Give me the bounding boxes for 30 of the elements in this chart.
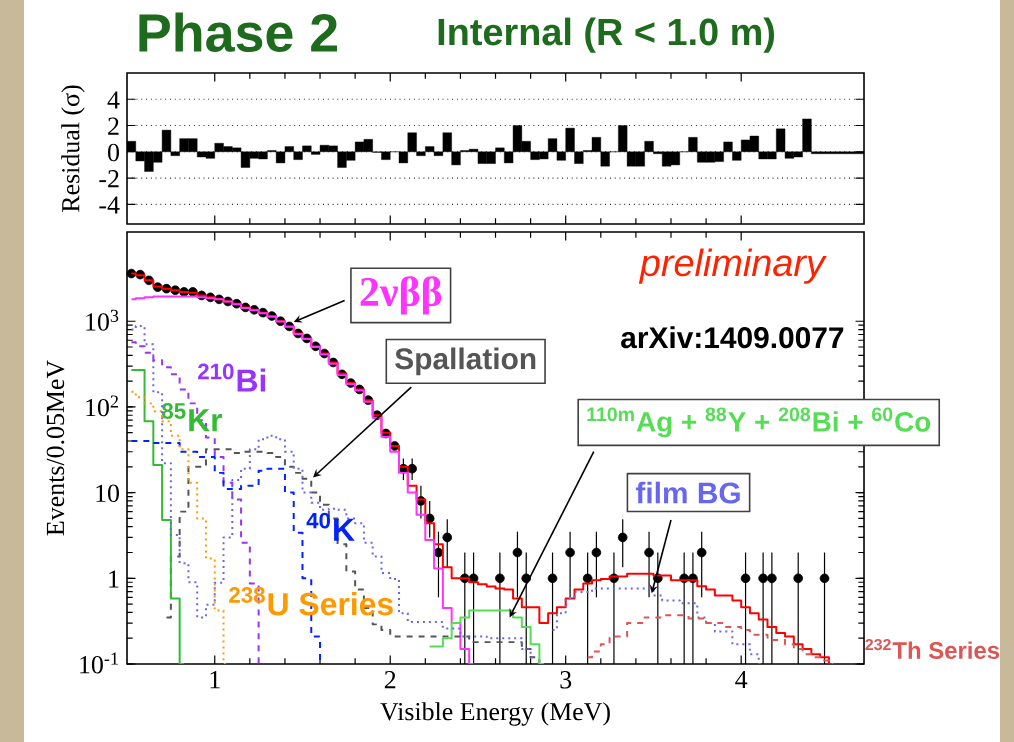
y-tick-label: 10 (96, 484, 119, 503)
y-axis-title: Events/0.05MeV (46, 360, 65, 536)
series-label: $^{40}$K (306, 512, 355, 541)
text: $^{110m}$Ag + $^{88}$Y + $^{208}$Bi + $^{60}$Co (587, 407, 931, 438)
text: film BG (635, 481, 740, 504)
text: Spallation (395, 347, 536, 376)
x-tick-label: 2 (384, 671, 396, 689)
y-tick-label: 1 (109, 570, 119, 588)
y-tick-label: 10$^{2}$ (86, 395, 118, 417)
series-label: $^{232}$Th Series (865, 638, 1000, 659)
y-axis-title: Residual (σ) (61, 85, 85, 212)
y-tick-label: 10$^{-1}$ (80, 652, 118, 674)
annotation: arXiv:1409.0077 (621, 326, 844, 349)
chart-title: Phase 2 (139, 12, 338, 52)
x-tick-label: 4 (735, 671, 748, 689)
y-tick-label: 2 (108, 117, 119, 135)
series-label: $^{85}$Kr (162, 403, 223, 432)
series-label: $^{210}$Bi (198, 363, 266, 392)
series-label: $^{238}$U Series (229, 587, 393, 616)
y-tick-label: 4 (107, 91, 120, 109)
chart-subtitle: Internal (R < 1.0 m) (438, 17, 775, 53)
annotation: preliminary (638, 248, 827, 284)
x-axis-title: Visible Energy (MeV) (380, 702, 610, 726)
y-tick-label: 10$^{3}$ (86, 309, 119, 331)
y-tick-label: -2 (99, 170, 119, 188)
x-tick-label: 1 (210, 671, 220, 689)
x-tick-label: 3 (560, 671, 572, 689)
series-label: 2νββ (360, 276, 442, 315)
y-tick-label: 0 (108, 143, 119, 162)
y-tick-label: -4 (99, 196, 120, 214)
